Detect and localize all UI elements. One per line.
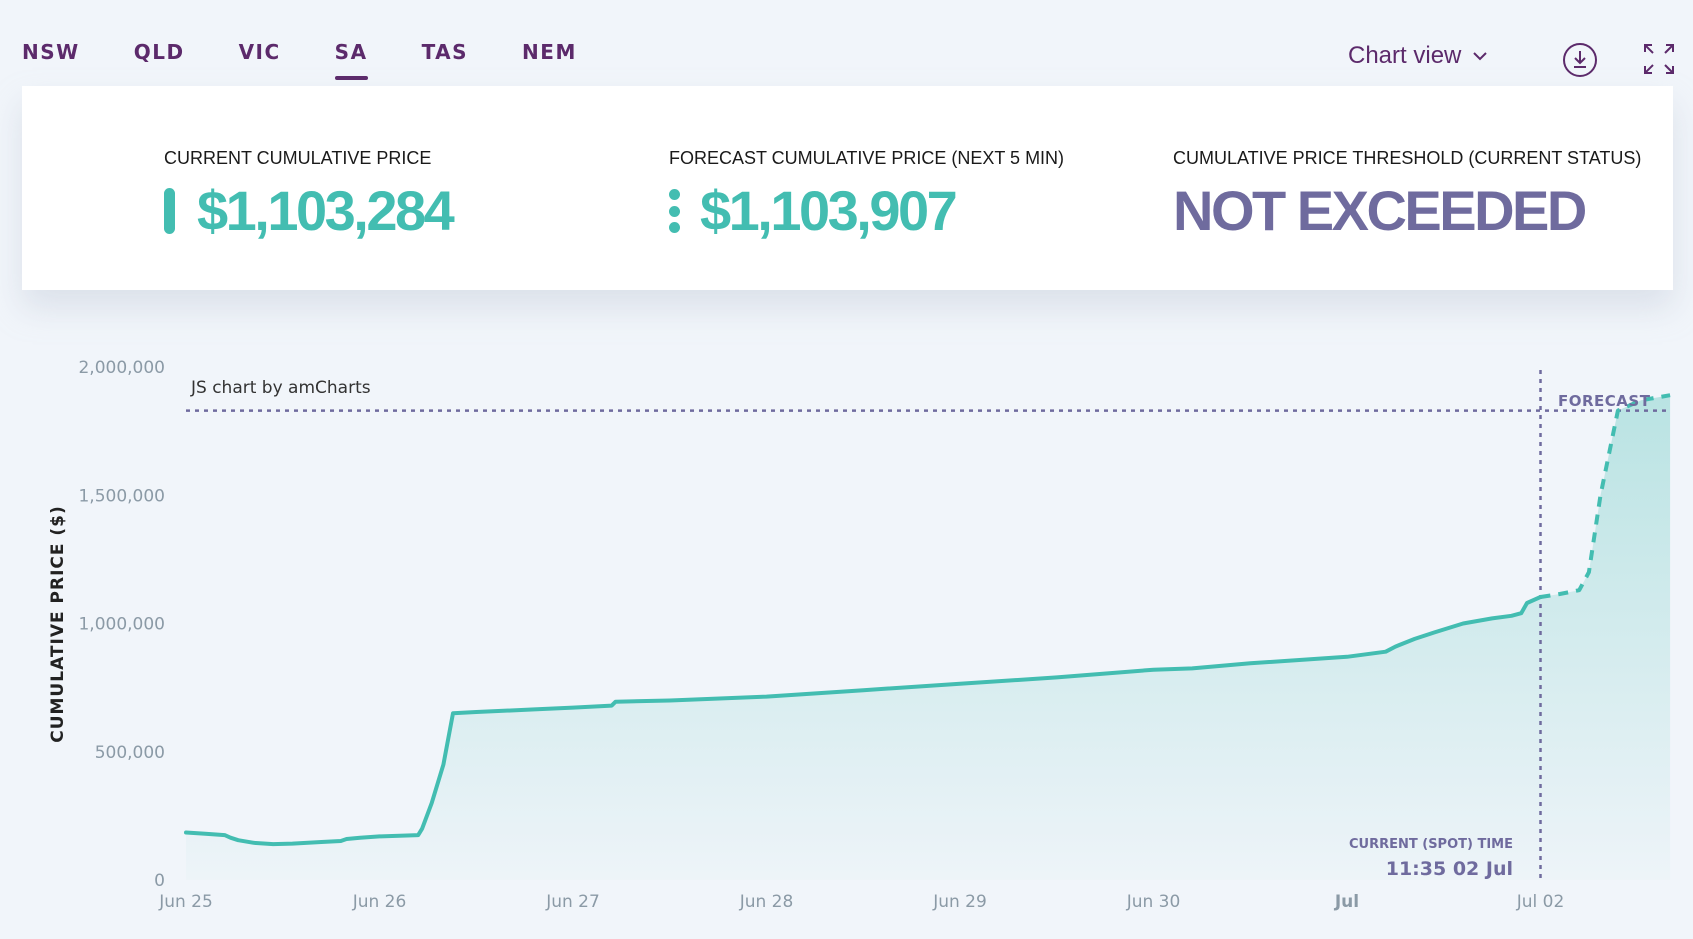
forecast-price-label: FORECAST CUMULATIVE PRICE (NEXT 5 MIN) bbox=[669, 148, 1065, 168]
y-tick-label: 1,000,000 bbox=[78, 615, 165, 635]
expand-icon bbox=[1644, 44, 1674, 74]
forecast-series-line bbox=[1540, 393, 1671, 599]
download-icon bbox=[1563, 43, 1597, 77]
current-price-value: $1,103,284 bbox=[197, 179, 455, 242]
forecast-price-value: $1,103,907 bbox=[700, 179, 958, 242]
summary-panel: CURRENT CUMULATIVE PRICE $1,103,284 FORE… bbox=[22, 86, 1673, 290]
x-tick-label: Jun 26 bbox=[352, 892, 407, 912]
download-button[interactable] bbox=[1562, 42, 1598, 82]
y-tick-label: 500,000 bbox=[95, 743, 165, 763]
x-axis: Jun 25 Jun 26 Jun 27 Jun 28 Jun 29 Jun 30 Jul J… bbox=[158, 892, 1564, 912]
threshold-status-label: CUMULATIVE PRICE THRESHOLD (CURRENT STAT… bbox=[1173, 148, 1642, 168]
x-tick-label: Jun 29 bbox=[932, 892, 987, 912]
y-tick-label: 2,000,000 bbox=[78, 358, 165, 378]
threshold-status-stat: CUMULATIVE PRICE THRESHOLD (CURRENT STAT… bbox=[1173, 148, 1641, 241]
chart-view-dropdown[interactable]: Chart view bbox=[1348, 42, 1488, 70]
current-time-label: CURRENT (SPOT) TIME bbox=[1349, 837, 1513, 852]
x-tick-label: Jun 30 bbox=[1126, 892, 1181, 912]
area-fill bbox=[186, 395, 1671, 880]
current-time-value: 11:35 02 Jul bbox=[1386, 858, 1513, 880]
forecast-price-stat: FORECAST CUMULATIVE PRICE (NEXT 5 MIN) $… bbox=[669, 148, 1064, 241]
threshold-status-value: NOT EXCEEDED bbox=[1173, 179, 1587, 242]
y-axis: 0 500,000 1,000,000 1,500,000 2,000,000 bbox=[78, 358, 165, 891]
x-tick-label: Jun 25 bbox=[158, 892, 213, 912]
region-tabs: NSW QLD VIC SA TAS NEM bbox=[22, 40, 631, 88]
fullscreen-button[interactable] bbox=[1643, 43, 1675, 79]
x-tick-label: Jun 27 bbox=[545, 892, 600, 912]
current-price-stat: CURRENT CUMULATIVE PRICE $1,103,284 bbox=[164, 148, 455, 242]
forecast-line-icon bbox=[669, 189, 680, 233]
chart-watermark: JS chart by amCharts bbox=[190, 378, 371, 398]
y-axis-title: CUMULATIVE PRICE ($) bbox=[48, 505, 68, 743]
chevron-down-icon bbox=[1473, 51, 1488, 60]
chart-view-label: Chart view bbox=[1348, 42, 1462, 69]
cumulative-price-chart: 0 500,000 1,000,000 1,500,000 2,000,000 Jun … bbox=[48, 358, 1671, 912]
y-tick-label: 0 bbox=[154, 871, 165, 891]
tab-nem[interactable]: NEM bbox=[522, 40, 577, 64]
x-tick-label: Jul 02 bbox=[1516, 892, 1565, 912]
actual-line-icon bbox=[164, 188, 175, 234]
tab-qld[interactable]: QLD bbox=[133, 40, 185, 64]
tab-tas[interactable]: TAS bbox=[421, 40, 469, 64]
x-tick-label: Jul bbox=[1334, 892, 1359, 912]
actual-series-line bbox=[184, 595, 1543, 847]
tab-sa[interactable]: SA bbox=[334, 40, 368, 80]
current-price-label: CURRENT CUMULATIVE PRICE bbox=[164, 148, 432, 168]
y-tick-label: 1,500,000 bbox=[78, 486, 165, 506]
forecast-label: FORECAST bbox=[1558, 392, 1651, 410]
tab-nsw[interactable]: NSW bbox=[22, 40, 80, 64]
x-tick-label: Jun 28 bbox=[739, 892, 794, 912]
tab-vic[interactable]: VIC bbox=[238, 40, 281, 64]
